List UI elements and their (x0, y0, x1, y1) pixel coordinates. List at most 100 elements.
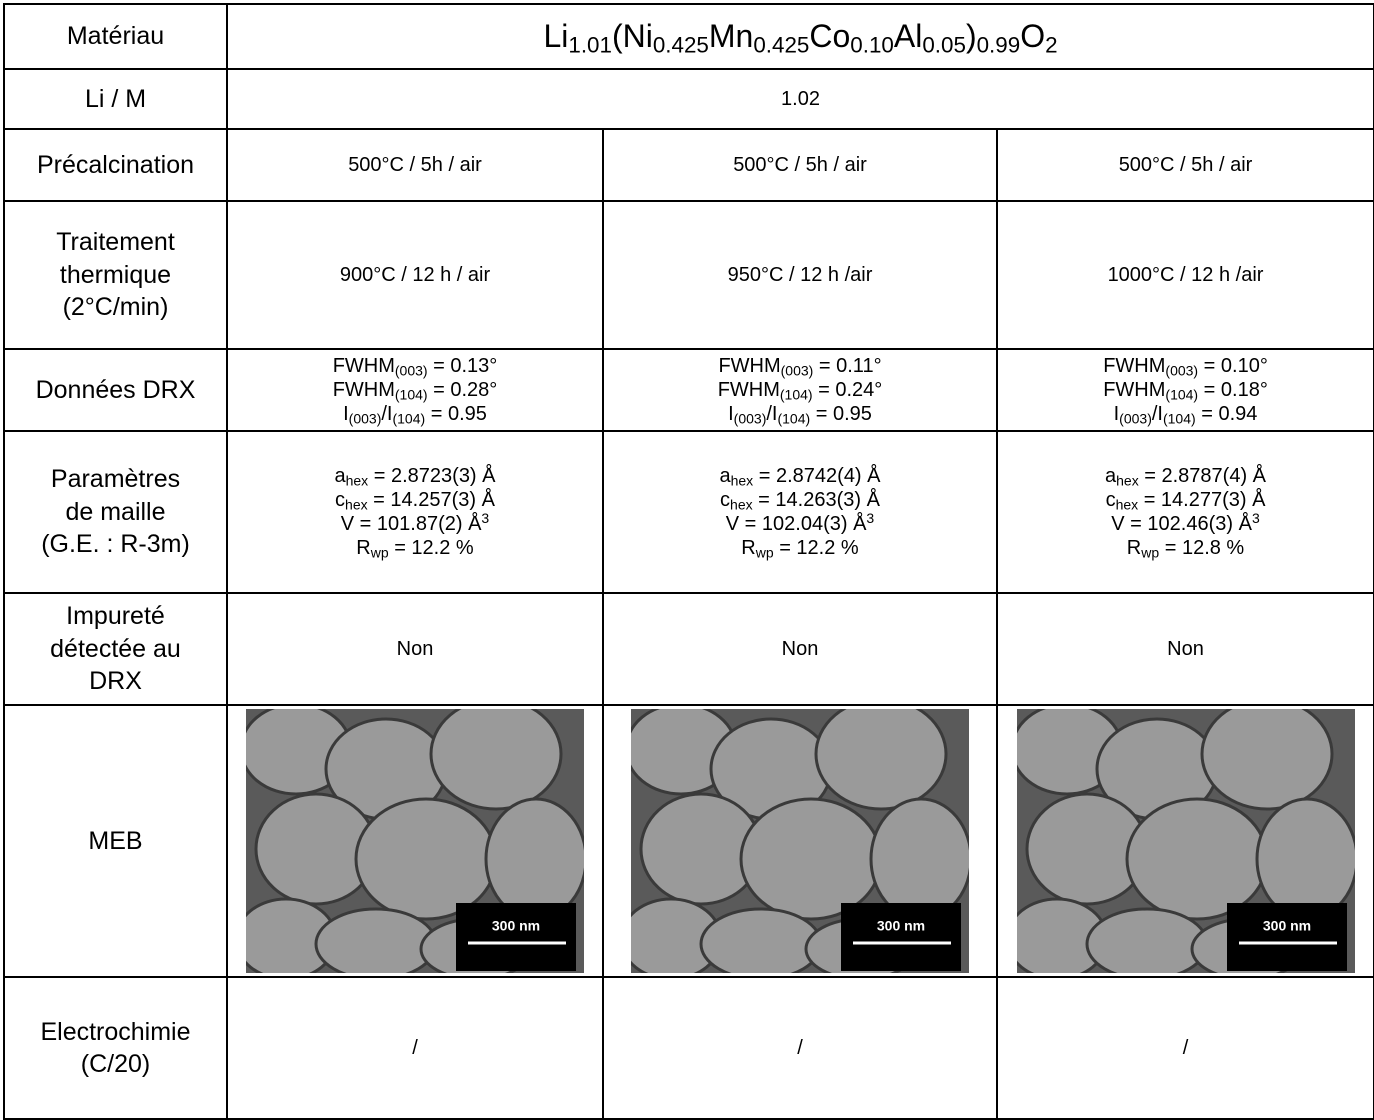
row-label: Electrochimie (C/20) (3, 976, 228, 1120)
grain (739, 797, 883, 921)
text-line: chex = 14.257(3) Å (228, 488, 602, 512)
sem-image: 300 nm (1016, 709, 1355, 973)
text-line: / (797, 1037, 803, 1059)
text: R (741, 537, 756, 559)
text: = 0.95 (425, 403, 487, 425)
subscript: 0.425 (652, 32, 709, 58)
cell: 900°C / 12 h / air (226, 200, 604, 350)
text-line: 500°C / 5h / air (348, 154, 482, 176)
table-row: Données DRX FWHM(003) = 0.13° FWHM(104) = … (3, 348, 1374, 432)
text-line: 1.02 (781, 88, 820, 110)
sem-image: 300 nm (631, 709, 969, 973)
subscript: 0.99 (976, 32, 1021, 58)
subscript: (104) (777, 410, 811, 427)
text-line: chex = 14.277(3) Å (998, 488, 1373, 512)
subscript: (003) (1165, 362, 1199, 379)
text: Li (543, 18, 569, 55)
subscript: hex (345, 496, 368, 513)
text: I (1113, 403, 1120, 425)
text-line: FWHM(104) = 0.18° (998, 378, 1373, 402)
subscript: 0.10 (850, 32, 894, 58)
subscript: hex (1116, 472, 1139, 489)
text-line: FWHM(104) = 0.28° (228, 378, 602, 402)
cell: FWHM(003) = 0.10° FWHM(104) = 0.18° I(003)… (995, 348, 1374, 432)
text-line: détectée au (50, 634, 181, 663)
text: = 14.263(3) Å (752, 489, 880, 511)
table-row: MEB 300 nm 300 nm 300 nm (3, 704, 1374, 978)
text-line: 500°C / 5h / air (1118, 154, 1253, 176)
table-row: Impureté détectée au DRX Non Non Non (3, 592, 1374, 706)
text: = 0.10° (1198, 355, 1268, 377)
grain (1255, 797, 1355, 921)
text-line: Paramètres (50, 465, 181, 494)
text-line: MEB (88, 826, 143, 855)
cell: 1.02 (225, 68, 1374, 130)
text-line: Electrochimie (40, 1017, 191, 1046)
text-line: 1000°C / 12 h /air (1107, 264, 1264, 286)
text: = 2.8742(4) Å (753, 465, 881, 487)
text-line: I(003)/I(104) = 0.95 (604, 402, 996, 426)
cell: Non (995, 592, 1374, 706)
text-line: Non (396, 638, 434, 660)
text-line: Rwp = 12.2 % (228, 536, 602, 560)
table-row: Matériau Li1.01(Ni0.425Mn0.425Co0.10Al0.0… (3, 3, 1374, 70)
subscript: (104) (1162, 410, 1196, 427)
text: = 0.18° (1198, 379, 1268, 401)
text: /I (766, 403, 778, 425)
subscript: wp (370, 544, 389, 561)
grain (429, 709, 563, 811)
grain (1125, 797, 1268, 921)
text: /I (1151, 403, 1163, 425)
cell: Non (226, 592, 604, 706)
grain (1200, 709, 1333, 811)
table-row: Traitement thermique (2°C/min) 900°C / 12 h… (3, 200, 1374, 350)
text: FWHM (1103, 355, 1166, 377)
scale-label: 300 nm (492, 918, 540, 934)
cell: 300 nm (995, 704, 1374, 978)
cell: 500°C / 5h / air (602, 128, 998, 202)
subscript: hex (730, 496, 753, 513)
text: FWHM (717, 379, 780, 401)
text: Al (893, 18, 923, 55)
row-label: Précalcination (3, 128, 228, 202)
grain (354, 797, 498, 921)
text-line: (G.E. : R-3m) (41, 530, 190, 559)
text: = 12.2 % (388, 537, 474, 559)
cell: / (602, 976, 998, 1120)
subscript: (003) (733, 410, 767, 427)
cell: Li1.01(Ni0.425Mn0.425Co0.10Al0.05)0.99O2 (225, 3, 1374, 70)
subscript: hex (345, 472, 369, 489)
text: FWHM (332, 379, 395, 401)
text: I (343, 403, 349, 425)
text: R (356, 537, 371, 559)
text: = 0.11° (813, 355, 882, 377)
text: = 0.28° (427, 379, 498, 401)
text: /I (381, 403, 393, 425)
supscript: 3 (481, 510, 490, 526)
text: c (720, 489, 731, 511)
text-line: Rwp = 12.8 % (998, 536, 1373, 560)
text: R (1126, 537, 1142, 559)
grain (699, 907, 823, 973)
text-line: DRX (89, 667, 142, 696)
text-line: 950°C / 12 h /air (727, 264, 873, 286)
text-line: V = 102.04(3) Å3 (604, 511, 996, 536)
row-label: Li / M (3, 68, 228, 130)
row-label: Données DRX (3, 348, 228, 432)
text-line: de maille (65, 497, 166, 526)
subscript: (104) (1165, 386, 1199, 403)
scale-box (456, 903, 576, 971)
text: = 2.8723(3) Å (368, 465, 496, 487)
cell: 500°C / 5h / air (226, 128, 604, 202)
text: V = 102.46(3) Å (1111, 513, 1252, 535)
subscript: wp (755, 544, 774, 561)
grain (1085, 907, 1208, 973)
text-line: 500°C / 5h / air (733, 154, 867, 176)
text: Mn (708, 18, 754, 55)
cell: 300 nm (226, 704, 604, 978)
text-line: 900°C / 12 h / air (339, 264, 491, 286)
subscript: 0.425 (753, 32, 810, 58)
text-line: FWHM(003) = 0.11° (604, 354, 996, 378)
text-line: V = 102.46(3) Å3 (998, 511, 1373, 536)
